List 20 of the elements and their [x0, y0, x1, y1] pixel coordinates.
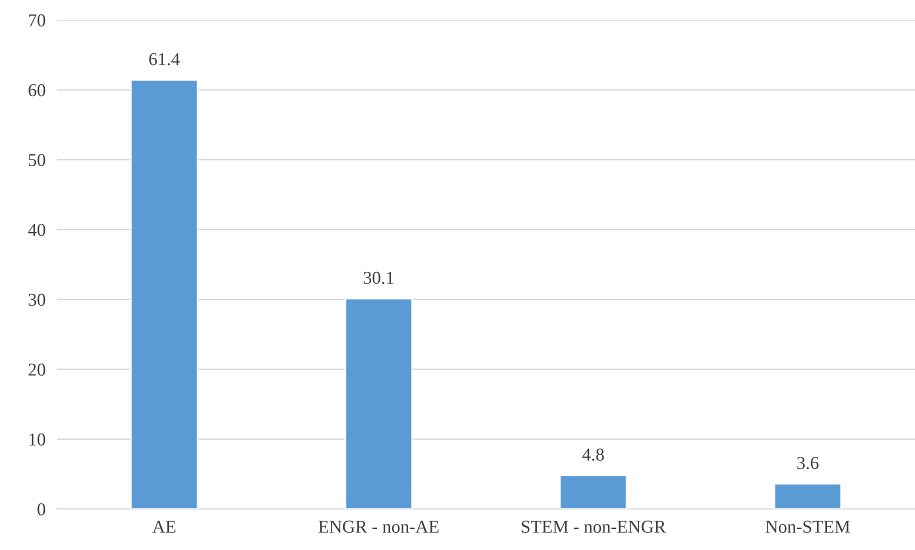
y-tick-label: 0	[38, 503, 46, 516]
y-tick-label: 40	[28, 224, 46, 236]
bar	[774, 483, 842, 509]
y-tick-label: 20	[28, 364, 46, 376]
y-tick-label: 10	[29, 433, 46, 446]
data-label: 4.8	[582, 448, 604, 461]
y-tick-label: 50	[28, 154, 46, 166]
data-label: 61.4	[149, 53, 180, 66]
y-tick-label: 70	[29, 14, 46, 26]
x-tick-label: ENGR - non-AE	[318, 520, 439, 533]
bar	[559, 474, 628, 509]
x-tick-label: Non-STEM	[766, 520, 850, 533]
x-tick-label: STEM - non-ENGR	[522, 520, 666, 533]
bar	[344, 298, 413, 509]
data-label: 3.6	[797, 456, 818, 470]
bar	[130, 79, 198, 509]
x-tick-label: AE	[152, 520, 176, 533]
y-tick-label: 60	[28, 84, 46, 96]
data-label: 30.1	[364, 272, 394, 284]
y-tick-label: 30	[28, 294, 46, 306]
